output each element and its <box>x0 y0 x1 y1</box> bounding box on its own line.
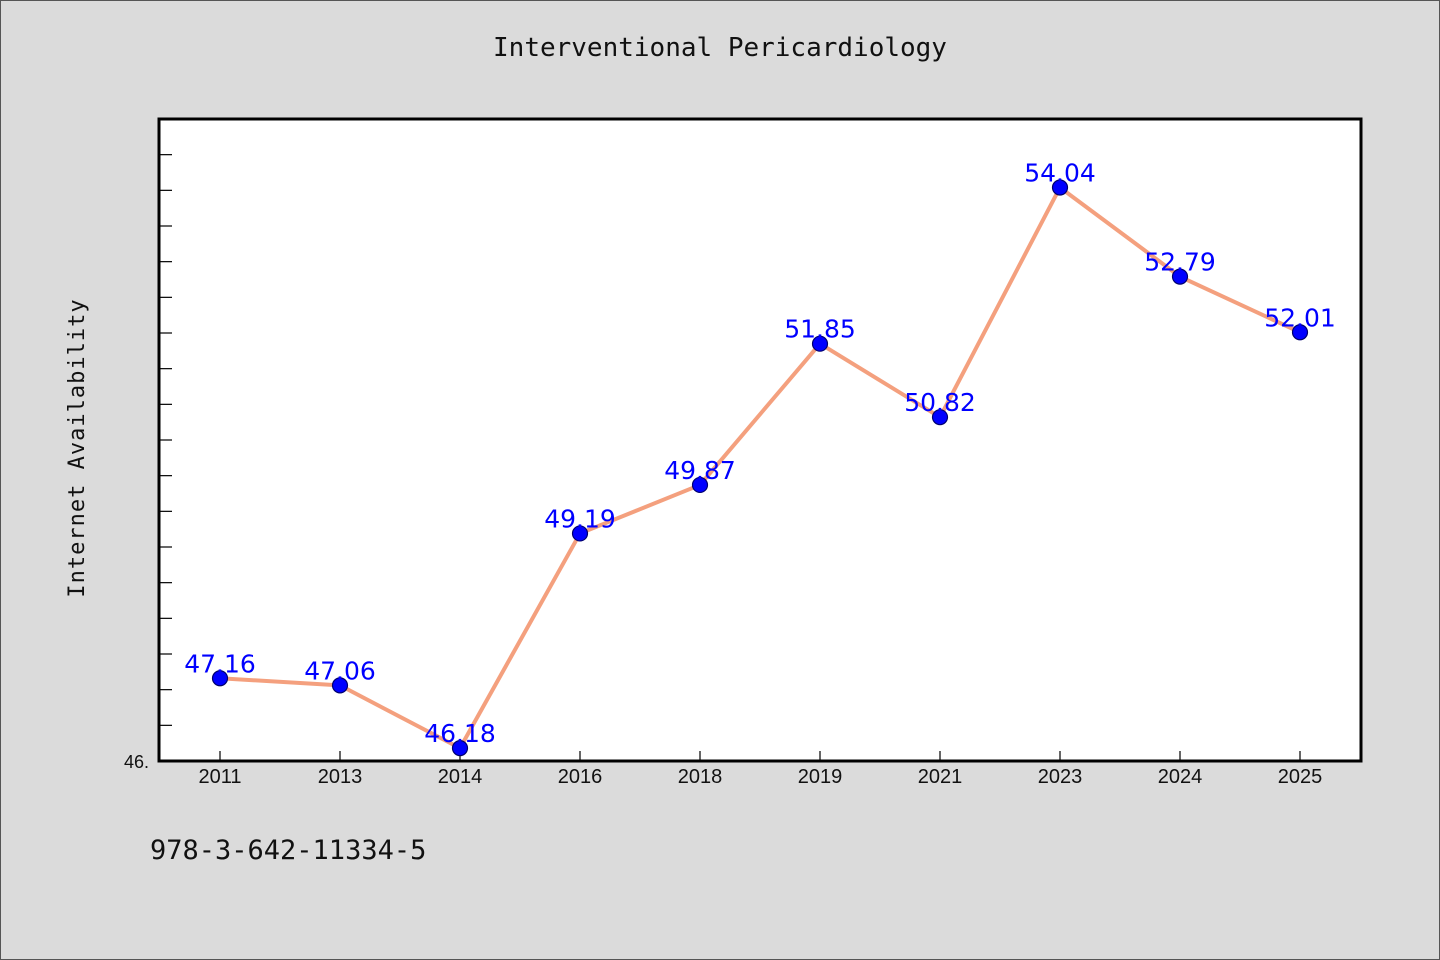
data-point <box>1051 179 1069 196</box>
plot-area <box>157 117 1363 763</box>
series-line-group <box>219 185 1301 751</box>
data-label: 50.82 <box>904 388 976 417</box>
data-point <box>811 335 829 352</box>
chart-title: Interventional Pericardiology <box>493 33 947 63</box>
data-point <box>331 677 349 694</box>
data-points <box>211 179 1309 757</box>
x-tick-label: 2011 <box>198 766 241 788</box>
data-label: 49.19 <box>544 504 616 533</box>
data-point <box>1171 268 1189 285</box>
x-tick-label: 2014 <box>438 766 483 788</box>
series-line <box>219 185 1301 751</box>
data-labels: 47.16 47.06 46.18 49.19 49.87 51.85 50.82 54.04… <box>184 158 1336 748</box>
x-tick-label: 2023 <box>1038 766 1083 788</box>
y-minor-ticks <box>159 154 172 726</box>
x-tick-label: 2016 <box>558 766 603 788</box>
data-point <box>1291 324 1309 341</box>
data-point <box>691 476 709 494</box>
data-point <box>451 740 469 757</box>
data-label: 51.85 <box>784 315 856 344</box>
data-label: 46.18 <box>424 719 496 748</box>
x-ticks: 2011 2013 2014 2016 2018 2019 2021 2023 2024 2025 <box>198 751 1322 788</box>
data-point <box>931 409 949 426</box>
data-label: 47.16 <box>184 649 256 678</box>
x-tick-label: 2019 <box>798 766 843 788</box>
data-label: 54.04 <box>1024 158 1096 187</box>
data-point <box>571 525 589 542</box>
x-tick-label: 2025 <box>1278 766 1323 788</box>
y-tick-label: 46. <box>124 752 149 772</box>
data-label: 47.06 <box>304 656 376 685</box>
isbn-code: 978-3-642-11334-5 <box>150 835 427 866</box>
data-label: 52.01 <box>1264 303 1336 332</box>
data-label: 52.79 <box>1144 248 1216 277</box>
y-axis-label: Internet Availability <box>65 298 90 597</box>
data-point <box>211 670 229 687</box>
x-tick-label: 2018 <box>678 766 723 788</box>
data-label: 49.87 <box>664 456 736 485</box>
x-tick-label: 2021 <box>918 766 963 788</box>
x-tick-label: 2013 <box>318 766 363 788</box>
x-tick-label: 2024 <box>1158 766 1203 788</box>
